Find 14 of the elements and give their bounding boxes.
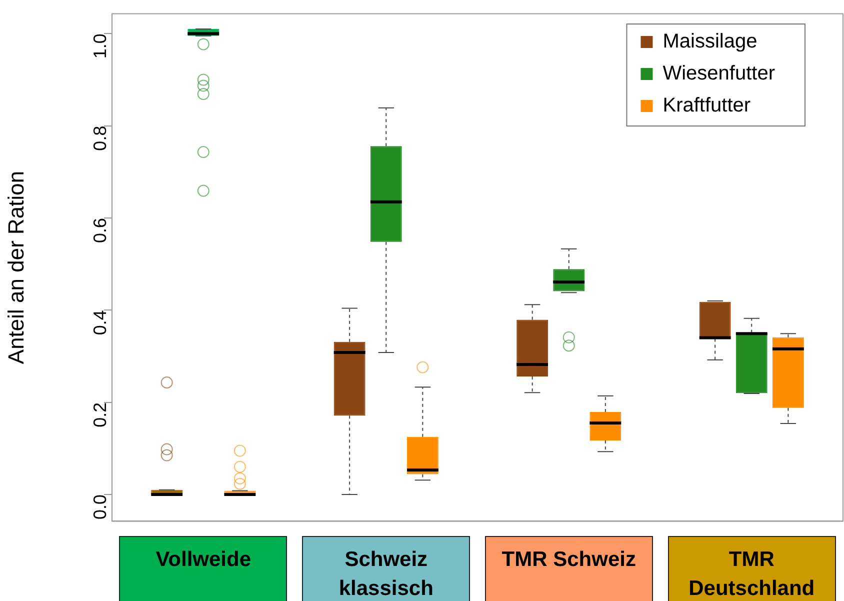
- legend-label: Kraftfutter: [662, 94, 751, 117]
- y-axis-title: Anteil an der Ration: [3, 170, 28, 364]
- y-tick-label: 0.4: [90, 310, 110, 336]
- y-tick-label: 0.6: [90, 218, 110, 243]
- legend-label: Wiesenfutter: [662, 62, 776, 85]
- legend-label: Maissilage: [662, 30, 758, 53]
- y-tick-label: 0.8: [90, 126, 110, 151]
- y-tick-label: 1.0: [90, 34, 110, 59]
- x-tick-label: Vollweide: [119, 536, 288, 601]
- y-tick-label: 0.0: [90, 494, 110, 520]
- x-tick-label: Schweiz klassisch: [302, 536, 470, 601]
- y-tick-label: 0.2: [90, 402, 110, 428]
- x-tick-label: TMR Deutschland: [668, 536, 836, 601]
- x-tick-label: TMR Schweiz: [484, 536, 653, 601]
